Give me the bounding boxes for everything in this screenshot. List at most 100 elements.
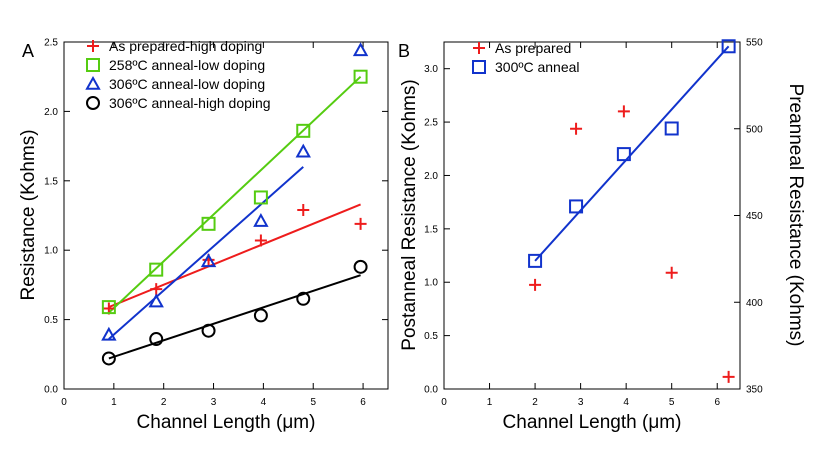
y-tick-label: 2.0: [44, 107, 58, 118]
y-tick-label: 0.0: [44, 385, 58, 396]
panel-b-markers: [528, 39, 736, 383]
panel-b-frame: [443, 41, 741, 390]
data-point-series-0: [570, 122, 583, 135]
data-point-series-2: [253, 212, 269, 227]
data-point-series-3: [296, 291, 311, 306]
legend-marker-series-3: [86, 96, 100, 110]
x-tick-label: 4: [623, 397, 629, 408]
y-tick-label: 1.5: [424, 224, 438, 235]
panel-b-label: B: [398, 41, 410, 61]
data-point-series-3: [149, 332, 164, 347]
x-tick-label: 1: [111, 397, 117, 408]
fit-line-series-0: [108, 203, 361, 309]
panel-b-y-axis-label-left: Postanneal Resistance (Kohms): [399, 79, 420, 350]
y-right-tick-label: 350: [746, 385, 763, 396]
data-point-series-1: [253, 190, 268, 205]
data-point-series-0: [529, 278, 542, 291]
data-point-series-2: [295, 143, 311, 158]
data-point-series-1: [528, 253, 543, 268]
panel-b-x-ticks: 0 1 2 3 4 5 6: [441, 42, 720, 408]
y-tick-label: 1.0: [424, 278, 438, 289]
data-point-series-1: [296, 123, 311, 138]
panel-b-y-ticks-right: 350 400 450 500 550: [734, 38, 763, 396]
data-point-series-1: [569, 199, 584, 214]
legend-marker-series-1: [86, 58, 100, 72]
panel-b: B 0 1 2 3 4 5 6 0.0 0.5 1.0 1.5 2.0 2.5 3.0 350 400 45…: [398, 38, 806, 434]
panel-a-y-axis-label: Resistance (Kohms): [18, 129, 39, 300]
panel-a-markers: [101, 42, 369, 366]
data-point-series-3: [253, 308, 268, 323]
panel-a-x-ticks: 0 1 2 3 4 5 6: [61, 42, 366, 408]
data-point-series-0: [254, 234, 267, 247]
panel-a-label: A: [22, 41, 34, 61]
data-point-series-1: [149, 262, 164, 277]
data-point-series-0: [665, 266, 678, 279]
legend-label: 258ºC anneal-low doping: [109, 57, 265, 73]
y-tick-label: 3.0: [424, 64, 438, 75]
data-point-series-0: [617, 105, 630, 118]
data-point-series-2: [200, 253, 217, 268]
y-tick-label: 0.0: [424, 385, 438, 396]
y-right-tick-label: 500: [746, 124, 763, 135]
legend-marker-series-0: [87, 40, 99, 52]
x-tick-label: 3: [578, 397, 584, 408]
fit-line-series-1: [534, 45, 730, 262]
data-point-series-2: [148, 293, 164, 308]
x-tick-label: 0: [61, 397, 67, 408]
data-point-series-3: [353, 259, 368, 274]
data-point-series-1: [201, 216, 216, 231]
x-tick-label: 0: [441, 397, 447, 408]
legend-label: 306ºC anneal-low doping: [109, 76, 265, 92]
data-point-series-3: [201, 323, 216, 338]
panel-b-y-axis-label-right: Preanneal Resistance (Kohms): [785, 84, 806, 347]
data-point-series-2: [352, 42, 369, 57]
legend-marker-series-0: [473, 42, 485, 54]
x-tick-label: 5: [669, 397, 675, 408]
x-tick-label: 6: [360, 397, 366, 408]
panel-a-legend: As prepared-high doping 258ºC anneal-low …: [85, 38, 271, 111]
data-point-series-1: [721, 39, 736, 54]
legend-marker-series-1: [472, 60, 486, 74]
panel-a-y-ticks: 0.0 0.5 1.0 1.5 2.0 2.5: [44, 38, 388, 396]
fit-line-series-1: [108, 75, 362, 314]
legend-label: 300ºC anneal: [495, 59, 580, 75]
panel-a-frame: [63, 41, 389, 390]
y-right-tick-label: 450: [746, 211, 763, 222]
panel-b-y-ticks-left: 0.0 0.5 1.0 1.5 2.0 2.5 3.0: [424, 64, 450, 396]
data-point-series-1: [664, 121, 679, 136]
data-point-series-0: [722, 370, 735, 383]
panel-a: A 0 1 2 3 4 5 6 0.0 0.5 1.0 1.5 2.0 2.5 As prepared…: [18, 38, 389, 433]
panel-a-x-axis-label: Channel Length (μm): [137, 412, 316, 433]
data-point-series-1: [101, 300, 116, 315]
legend-label: 306ºC anneal-high doping: [109, 95, 271, 111]
x-tick-label: 1: [487, 397, 493, 408]
data-point-series-3: [101, 351, 116, 366]
y-tick-label: 0.5: [44, 315, 58, 326]
y-right-tick-label: 400: [746, 298, 763, 309]
fit-line-series-3: [108, 274, 361, 360]
y-right-tick-label: 550: [746, 38, 763, 49]
y-tick-label: 2.5: [424, 118, 438, 129]
y-tick-label: 1.0: [44, 246, 58, 257]
y-tick-label: 0.5: [424, 331, 438, 342]
x-tick-label: 6: [714, 397, 720, 408]
data-point-series-0: [354, 217, 367, 230]
panel-b-legend: As prepared 300ºC anneal: [472, 40, 580, 75]
x-tick-label: 4: [261, 397, 267, 408]
x-tick-label: 2: [532, 397, 538, 408]
panel-b-fit-lines: [534, 45, 730, 262]
data-point-series-0: [150, 283, 163, 296]
panel-a-fit-lines: [108, 75, 362, 360]
x-tick-label: 5: [310, 397, 316, 408]
x-tick-label: 3: [211, 397, 217, 408]
legend-marker-series-2: [85, 75, 101, 90]
data-point-series-2: [101, 326, 117, 341]
data-point-series-1: [616, 147, 631, 162]
legend-label: As prepared-high doping: [109, 38, 262, 54]
legend-label: As prepared: [495, 40, 571, 56]
panel-b-x-axis-label: Channel Length (μm): [503, 412, 682, 433]
fit-line-series-2: [108, 166, 304, 340]
y-tick-label: 2.0: [424, 171, 438, 182]
x-tick-label: 2: [161, 397, 167, 408]
